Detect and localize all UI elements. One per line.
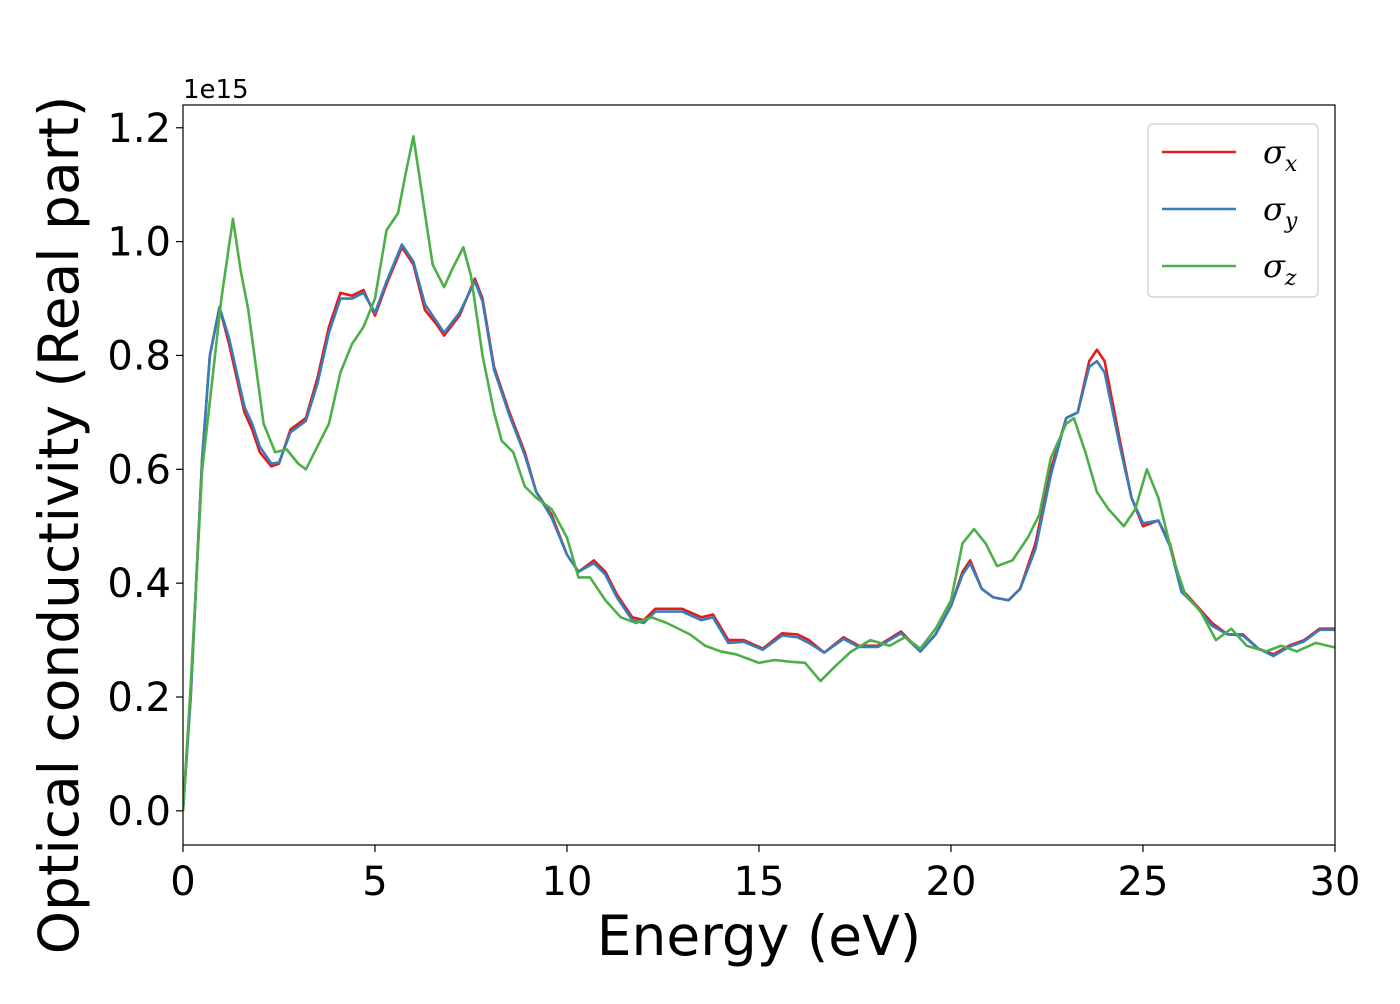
y-tick-label: 1.2 [107,106,171,152]
y-axis-offset-label: 1e15 [183,75,249,105]
x-tick-label: 0 [170,859,195,905]
x-tick-label: 10 [542,859,593,905]
x-tick-label: 25 [1118,859,1169,905]
legend: σx σy σz [1147,123,1319,298]
series-line-z [183,135,1335,811]
x-tick-label: 20 [926,859,977,905]
x-axis-label: Energy (eV) [597,904,921,968]
legend-box [1147,123,1319,298]
series-line-y [183,243,1335,811]
x-tick-label: 30 [1310,859,1361,905]
legend-label-y: σy [1263,190,1298,234]
y-tick-label: 1.0 [107,220,171,266]
y-axis-ticks: 0.0 0.2 0.4 0.6 0.8 1.0 1.2 [107,106,183,835]
x-tick-label: 15 [734,859,785,905]
legend-label-x: σx [1263,133,1298,177]
y-tick-label: 0.4 [107,561,171,607]
y-tick-label: 0.8 [107,333,171,379]
y-tick-label: 0.2 [107,675,171,721]
x-axis-ticks: 0 5 10 15 20 25 30 [170,845,1360,905]
y-tick-label: 0.0 [107,789,171,835]
x-tick-label: 5 [362,859,387,905]
legend-label-z: σz [1263,247,1297,291]
y-tick-label: 0.6 [107,447,171,493]
y-axis-label: Optical conductivity (Real part) [27,96,91,955]
